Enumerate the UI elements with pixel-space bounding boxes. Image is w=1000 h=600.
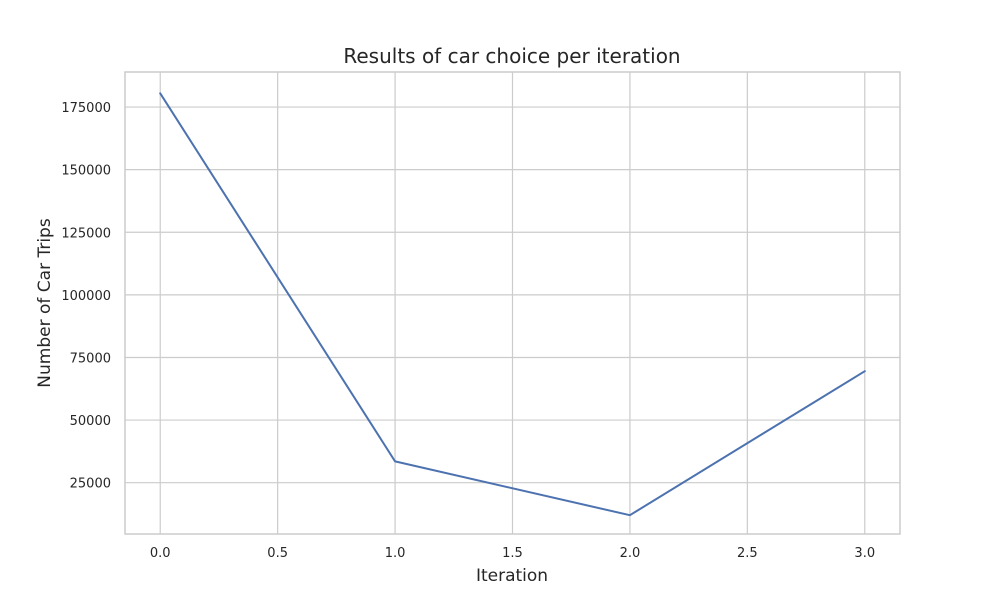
y-tick-label: 100000 xyxy=(61,289,111,304)
x-tick-label: 1.0 xyxy=(385,546,406,561)
x-tick-label: 2.5 xyxy=(737,546,758,561)
series-layer xyxy=(159,92,866,517)
x-axis-label: Iteration xyxy=(476,566,548,586)
y-tick-label: 50000 xyxy=(70,414,111,429)
x-tick-label: 0.5 xyxy=(267,546,288,561)
y-tick-label: 75000 xyxy=(70,351,111,366)
series-line xyxy=(159,92,866,517)
plot-frame xyxy=(124,71,901,535)
y-tick-labels: 25000 50000 75000 100000 125000 150000 175000 xyxy=(61,101,111,492)
x-tick-label: 3.0 xyxy=(854,546,875,561)
y-axis-label: Number of Car Trips xyxy=(35,218,55,388)
chart-title: Results of car choice per iteration xyxy=(343,44,680,68)
grid xyxy=(125,72,900,534)
y-tick-label: 150000 xyxy=(61,164,111,179)
x-tick-label: 2.0 xyxy=(620,546,641,561)
x-tick-label: 1.5 xyxy=(502,546,523,561)
y-tick-label: 125000 xyxy=(61,226,111,241)
x-tick-labels: 0.0 0.5 1.0 1.5 2.0 2.5 3.0 xyxy=(150,546,875,561)
x-tick-label: 0.0 xyxy=(150,546,171,561)
y-tick-label: 175000 xyxy=(61,101,111,116)
y-tick-label: 25000 xyxy=(70,477,111,492)
